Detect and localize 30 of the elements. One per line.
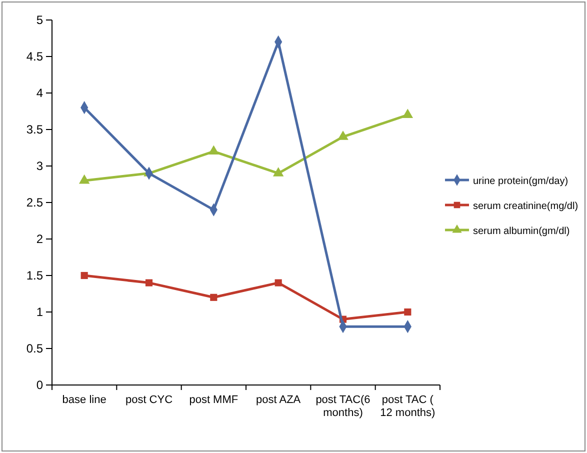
y-tick-label: 2.5 [26,195,44,210]
x-tick-label: post TAC(6 months) [316,394,370,419]
x-tick-label: post AZA [256,394,302,406]
x-tick-label: base line [62,394,106,406]
y-tick-label: 4 [36,86,44,100]
legend-label: serum creatinine(mg/dl) [473,201,578,212]
point [210,294,218,301]
x-tick-label: post CYC [125,394,173,406]
x-tick-label: post TAC ( 12 months) [380,394,436,419]
y-tick-label: 1.5 [26,268,44,282]
point [402,108,414,118]
point [404,308,412,316]
point [274,279,282,286]
legend-label: serum albumin(gm/dl) [473,226,570,237]
point [80,272,88,280]
y-tick-label: 3.5 [26,122,44,136]
point [208,145,220,154]
point [78,174,90,184]
y-tick-label: 0.5 [26,341,44,356]
point [145,279,153,286]
y-tick-label: 2 [36,232,44,246]
x-tick-label: post MMF [189,394,238,406]
legend-label: urine protein(gm/day) [473,176,568,187]
y-tick-label: 4.5 [26,49,44,64]
point [338,130,348,140]
y-tick-label: 3 [36,158,44,173]
y-tick-label: 5 [36,12,44,27]
y-tick-label: 1 [36,304,44,319]
point [272,167,284,176]
y-tick-label: 0 [36,378,44,392]
